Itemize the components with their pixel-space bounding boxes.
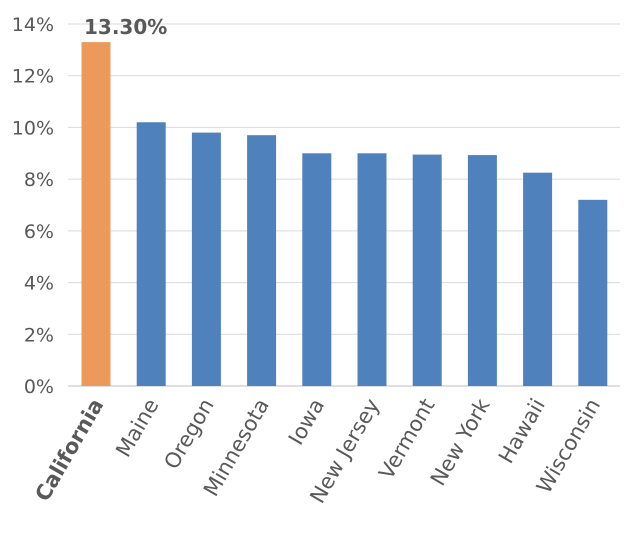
data-label: 13.30%	[84, 15, 167, 39]
bar-hawaii	[523, 172, 553, 386]
x-tick-label: Hawaii	[494, 395, 550, 468]
y-tick-label: 10%	[12, 117, 54, 139]
bar-iowa	[302, 153, 332, 386]
x-tick-label: Maine	[111, 395, 163, 462]
bar-california	[81, 42, 111, 386]
y-tick-label: 14%	[12, 14, 54, 36]
bars	[81, 42, 608, 386]
x-tick-label: California	[30, 395, 108, 506]
x-tick-label: Oregon	[159, 395, 218, 474]
y-tick-label: 6%	[24, 221, 54, 243]
data-labels: 13.30%	[84, 15, 167, 39]
bar-new-york	[467, 155, 497, 386]
y-tick-label: 8%	[24, 169, 54, 191]
bar-minnesota	[247, 135, 277, 386]
x-tick-label: Iowa	[284, 395, 329, 450]
bar-oregon	[191, 132, 221, 386]
y-tick-label: 12%	[12, 66, 54, 88]
bar-maine	[136, 122, 166, 386]
y-tick-label: 4%	[24, 273, 54, 295]
bar-new-jersey	[357, 153, 387, 386]
bar-wisconsin	[578, 199, 608, 386]
y-tick-label: 0%	[24, 376, 54, 398]
y-tick-label: 2%	[24, 324, 54, 346]
y-axis-ticks: 0% 2% 4% 6% 8% 10% 12% 14%	[12, 14, 54, 398]
bar-vermont	[412, 154, 442, 386]
